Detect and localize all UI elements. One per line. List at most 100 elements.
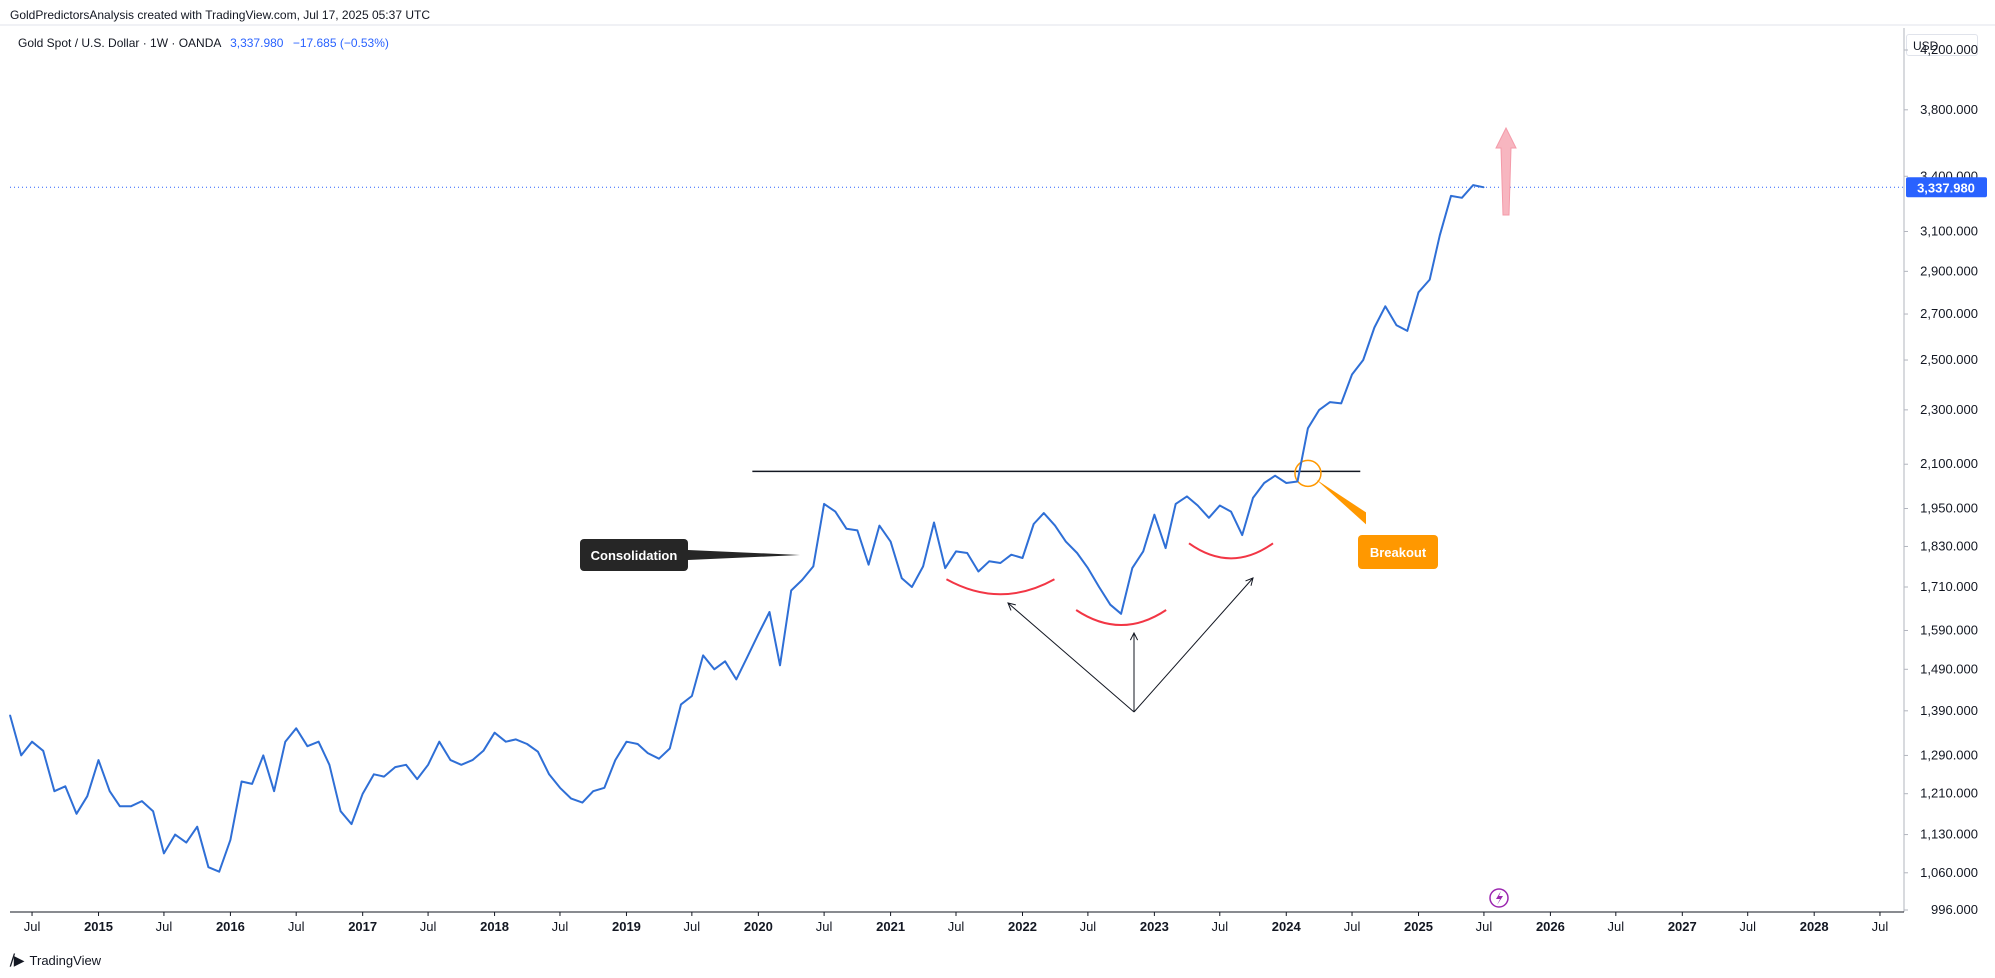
price-point — [1472, 184, 1474, 186]
price-point — [449, 759, 452, 761]
currency-button[interactable]: USD — [1906, 34, 1978, 56]
breakout-callout-pointer — [1315, 479, 1366, 525]
price-point — [31, 741, 33, 743]
price-point — [1087, 567, 1089, 569]
symbol-legend[interactable]: Gold Spot / U.S. Dollar · 1W · OANDA 3,3… — [18, 36, 389, 50]
price-point — [505, 741, 507, 743]
price-point — [933, 521, 935, 524]
time-tick-label: Jul — [1608, 919, 1625, 934]
price-point — [1033, 523, 1035, 525]
price-point — [889, 540, 892, 543]
price-point — [669, 747, 671, 750]
time-tick-label: 2015 — [84, 919, 113, 934]
price-point — [1043, 512, 1045, 514]
price-point — [471, 759, 474, 761]
price-point — [1241, 534, 1243, 536]
consolidation-label: Consolidation — [591, 548, 678, 563]
price-point — [383, 776, 385, 778]
price-tick-label: 3,800.000 — [1920, 102, 1978, 117]
price-point — [1296, 480, 1299, 483]
time-tick-label: 2022 — [1008, 919, 1037, 934]
price-point — [1373, 326, 1376, 329]
price-point — [86, 795, 88, 797]
time-tick-label: Jul — [156, 919, 173, 934]
time-tick-label: 2020 — [744, 919, 773, 934]
price-point — [592, 790, 594, 792]
price-point — [702, 654, 704, 657]
time-tick-label: 2025 — [1404, 919, 1433, 934]
price-point — [680, 703, 682, 705]
price-point — [97, 759, 100, 761]
price-point — [1384, 305, 1386, 307]
price-point — [1175, 503, 1177, 505]
time-tick-label: 2028 — [1800, 919, 1829, 934]
price-point — [1351, 373, 1353, 376]
rounding-bottom-arc[interactable] — [1188, 542, 1274, 560]
price-tick-label: 1,710.000 — [1920, 579, 1978, 594]
price-point — [581, 802, 583, 804]
consolidation-callout-box[interactable] — [580, 539, 688, 571]
price-point — [823, 503, 825, 505]
price-point — [1318, 409, 1320, 411]
price-point — [713, 668, 715, 670]
price-point — [845, 528, 848, 530]
breakout-callout-box[interactable] — [1358, 535, 1438, 569]
price-point — [603, 787, 606, 789]
price-point — [559, 787, 561, 789]
target-up-arrow-icon[interactable] — [1495, 126, 1517, 216]
price-tick-label: 1,210.000 — [1920, 786, 1978, 801]
price-point — [779, 664, 781, 666]
price-point — [1274, 475, 1276, 477]
price-tick-label: 1,590.000 — [1920, 622, 1978, 637]
price-point — [229, 839, 232, 841]
price-point — [460, 764, 462, 766]
price-point — [493, 732, 496, 734]
price-point — [1417, 291, 1420, 293]
price-point — [901, 577, 903, 579]
price-point — [273, 790, 275, 792]
last-price: 3,337.980 — [230, 36, 284, 50]
price-point — [1230, 510, 1232, 513]
price-change: −17.685 (−0.53%) — [292, 36, 389, 50]
time-tick-label: 2021 — [876, 919, 905, 934]
price-point — [1065, 540, 1067, 543]
time-tick-label: Jul — [1872, 919, 1889, 934]
price-point — [834, 510, 836, 513]
rounding-bottom-arc[interactable] — [945, 578, 1055, 596]
price-tick-label: 1,490.000 — [1920, 661, 1978, 676]
price-point — [340, 810, 342, 812]
breakout-circle[interactable] — [1294, 459, 1322, 488]
price-point — [362, 793, 364, 795]
price-point — [350, 823, 353, 825]
price-point — [130, 805, 132, 807]
time-tick-label: Jul — [420, 919, 437, 934]
price-point — [1340, 402, 1342, 404]
pointer-arrowhead — [1129, 631, 1139, 641]
price-series-line — [9, 184, 1485, 873]
price-point — [42, 750, 44, 752]
last-price-tag-label: 3,337.980 — [1917, 180, 1975, 195]
price-point — [75, 813, 78, 815]
price-point — [262, 754, 264, 757]
price-point — [1252, 497, 1254, 499]
price-point — [922, 565, 924, 567]
price-point — [328, 764, 331, 766]
price-point — [251, 783, 253, 785]
time-tick-label: Jul — [816, 919, 833, 934]
pointer-arrowhead — [1007, 602, 1016, 611]
price-point — [1153, 514, 1155, 516]
price-point — [394, 766, 396, 768]
price-point — [1131, 567, 1133, 569]
price-point — [196, 826, 198, 828]
lightning-bolt-glyph — [1496, 891, 1503, 905]
price-point — [1439, 234, 1441, 236]
rounding-bottom-arc[interactable] — [1075, 609, 1167, 626]
price-point — [1142, 550, 1144, 552]
price-point — [1098, 586, 1100, 588]
price-point — [1186, 495, 1188, 497]
price-point — [1483, 186, 1485, 188]
brand-name: TradingView — [29, 953, 102, 968]
last-price-tag — [1906, 177, 1987, 198]
time-tick-label: 2018 — [480, 919, 509, 934]
